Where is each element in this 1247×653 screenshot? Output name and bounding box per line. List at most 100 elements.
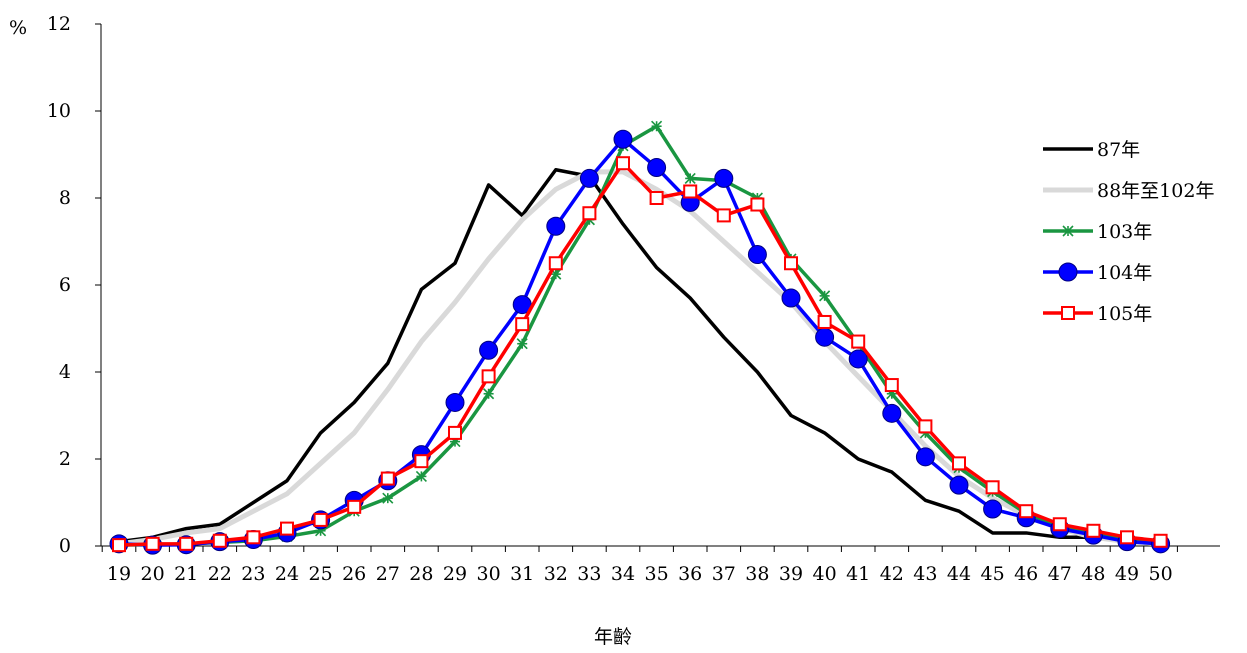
x-tick-label: 20 [141, 563, 165, 585]
x-tick-label: 21 [174, 563, 198, 585]
data-point [1120, 530, 1134, 545]
x-tick-label: 40 [813, 563, 837, 585]
data-point [481, 369, 496, 384]
data-point [616, 156, 630, 171]
x-tick-label: 46 [1014, 563, 1038, 585]
y-tick-label: 2 [59, 448, 71, 470]
data-point [716, 208, 731, 223]
x-tick-label: 35 [645, 563, 669, 585]
data-point [918, 419, 933, 434]
data-point [546, 216, 566, 236]
data-point [983, 499, 1003, 519]
x-tick-label: 33 [577, 563, 601, 585]
x-axis-label: 年齡 [594, 626, 632, 648]
x-tick-label: 32 [544, 563, 568, 585]
data-point [848, 349, 868, 369]
x-tick-label: 48 [1081, 563, 1105, 585]
x-tick-label: 25 [309, 563, 333, 585]
legend-item: 105年 [1043, 303, 1152, 325]
data-point [1019, 504, 1034, 519]
legend-label: 87年 [1097, 139, 1140, 161]
data-point [750, 197, 765, 212]
star-stroke [684, 172, 696, 184]
data-point [683, 184, 698, 199]
series-0 [118, 167, 1161, 546]
data-point [1153, 533, 1168, 548]
data-point [179, 536, 194, 551]
data-point [380, 471, 395, 486]
x-tick-label: 47 [1048, 563, 1072, 585]
legend-item: 87年 [1043, 139, 1140, 161]
legend-label: 88年至102年 [1097, 180, 1214, 202]
data-point [246, 530, 261, 545]
star-stroke [516, 338, 528, 350]
data-point [145, 536, 160, 551]
x-tick-label: 34 [611, 563, 635, 585]
x-tick-label: 37 [712, 563, 736, 585]
data-point [280, 521, 294, 536]
x-tick-label: 49 [1115, 563, 1139, 585]
data-point [949, 475, 969, 495]
series-line [118, 167, 1161, 546]
data-point [819, 290, 831, 302]
chart-series [109, 120, 1171, 555]
x-tick-label: 30 [477, 563, 501, 585]
legend-label: 103年 [1097, 221, 1152, 243]
data-point [915, 447, 935, 467]
data-point [1062, 225, 1074, 237]
data-point [212, 533, 227, 548]
data-point [714, 168, 734, 188]
data-point [781, 288, 801, 308]
data-point [952, 456, 966, 471]
x-tick-label: 36 [678, 563, 702, 585]
data-point [1086, 523, 1101, 538]
data-point [884, 378, 899, 393]
x-tick-label: 22 [208, 563, 232, 585]
data-point [649, 191, 664, 205]
x-tick-label: 19 [107, 563, 131, 585]
star-stroke [651, 120, 663, 132]
x-tick-label: 44 [947, 563, 971, 585]
star-stroke [819, 290, 831, 302]
data-point [651, 120, 663, 132]
data-point [851, 334, 866, 349]
data-point [1052, 517, 1067, 532]
data-point [483, 388, 495, 400]
y-tick-label: 12 [47, 13, 71, 35]
data-point [1061, 306, 1075, 320]
chart-legend: 87年 88年至102年 103年 104年 105年 [1043, 139, 1214, 325]
data-point [448, 425, 462, 440]
x-tick-label: 38 [745, 563, 769, 585]
x-tick-label: 50 [1149, 563, 1173, 585]
legend-label: 105年 [1097, 303, 1152, 325]
x-tick-label: 27 [376, 563, 400, 585]
data-point [347, 499, 362, 514]
legend-item: 104年 [1043, 262, 1152, 284]
x-tick-label: 42 [880, 563, 904, 585]
data-point [784, 256, 798, 271]
x-tick-label: 43 [913, 563, 937, 585]
y-tick-label: 6 [59, 274, 71, 296]
data-point [313, 512, 328, 527]
series-4 [112, 156, 1168, 553]
data-point [382, 492, 394, 504]
data-point [747, 245, 767, 265]
series-line [118, 124, 1161, 547]
x-tick-label: 31 [510, 563, 534, 585]
data-point [479, 340, 499, 360]
star-stroke [1062, 225, 1074, 237]
data-point [985, 480, 1000, 495]
data-point [516, 338, 528, 350]
data-point [815, 327, 835, 347]
x-tick-label: 24 [275, 563, 299, 585]
data-point [548, 256, 563, 271]
legend-item: 103年 [1043, 221, 1152, 243]
series-2 [113, 120, 1167, 551]
legend-label: 104年 [1097, 262, 1152, 284]
star-stroke [483, 388, 495, 400]
star-stroke [550, 268, 562, 280]
data-point [112, 538, 126, 553]
x-tick-label: 29 [443, 563, 467, 585]
data-point [1058, 262, 1078, 282]
